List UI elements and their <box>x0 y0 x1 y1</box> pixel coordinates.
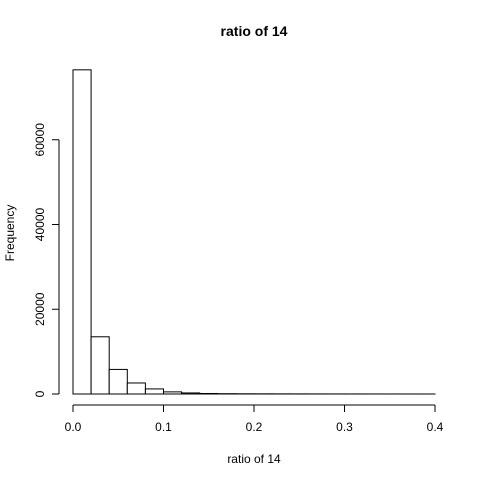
x-axis-label: ratio of 14 <box>227 452 281 466</box>
x-tick-label: 0.2 <box>246 420 263 434</box>
x-tick-label: 0.4 <box>427 420 444 434</box>
histogram-bar <box>181 392 201 395</box>
histogram-bar <box>199 392 219 395</box>
x-tick-label: 0.0 <box>65 420 82 434</box>
histogram-bar <box>126 382 146 395</box>
y-axis-label: Frequency <box>3 205 17 262</box>
histogram-bar <box>108 368 128 395</box>
x-tick-label: 0.1 <box>155 420 172 434</box>
y-tick-label: 60000 <box>33 123 47 157</box>
y-tick-label: 0 <box>33 390 47 397</box>
x-tick-label: 0.3 <box>336 420 353 434</box>
histogram-bar <box>163 391 183 395</box>
bars-group <box>72 69 436 395</box>
histogram-bar <box>90 336 110 395</box>
histogram-bar <box>72 69 92 395</box>
x-axis: 0.0 0.1 0.2 0.3 0.4 <box>65 404 444 434</box>
chart-title: ratio of 14 <box>221 23 288 39</box>
y-axis: 0 20000 40000 60000 <box>33 123 60 397</box>
y-tick-label: 40000 <box>33 207 47 241</box>
y-tick-label: 20000 <box>33 292 47 326</box>
histogram-bar <box>144 388 164 395</box>
